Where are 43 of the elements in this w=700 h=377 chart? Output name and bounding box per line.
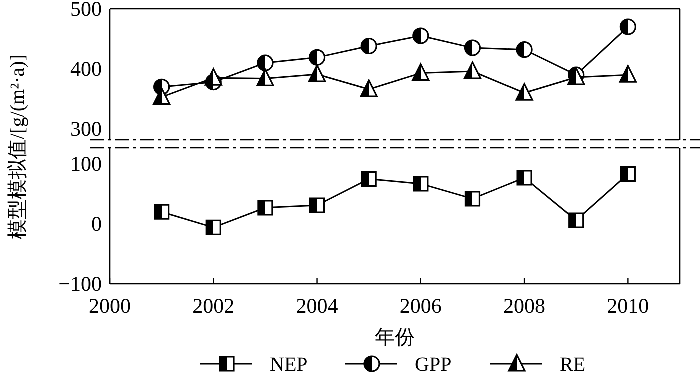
y-tick-label: 400 bbox=[70, 57, 102, 82]
point bbox=[412, 64, 430, 82]
y-axis-title: 模型模拟值/[g/(m²·a)] bbox=[7, 54, 29, 240]
x-tick-label: 2010 bbox=[607, 294, 650, 318]
y-tick-label: 500 bbox=[70, 0, 102, 21]
y-tick-label: 0 bbox=[92, 212, 102, 236]
point bbox=[360, 80, 378, 98]
legend-label: GPP bbox=[415, 354, 452, 376]
point bbox=[309, 198, 326, 214]
y-tick-label: 300 bbox=[70, 117, 102, 142]
point bbox=[204, 68, 222, 86]
x-tick-label: 2008 bbox=[504, 294, 546, 318]
x-tick-label: 2000 bbox=[89, 294, 131, 318]
legend-label: RE bbox=[560, 354, 586, 376]
point bbox=[258, 200, 274, 216]
point bbox=[464, 62, 482, 80]
point bbox=[206, 220, 222, 236]
x-tick-label: 2006 bbox=[400, 294, 442, 318]
point bbox=[620, 18, 636, 36]
point bbox=[154, 204, 170, 220]
point bbox=[620, 166, 636, 182]
y-tick-label: 100 bbox=[70, 152, 102, 176]
point bbox=[153, 88, 171, 106]
point bbox=[256, 68, 274, 87]
x-axis-title: 年份 bbox=[375, 327, 415, 349]
point bbox=[308, 64, 326, 82]
point bbox=[361, 171, 377, 187]
point bbox=[360, 38, 378, 55]
point bbox=[516, 170, 532, 186]
point bbox=[412, 28, 430, 44]
point bbox=[413, 176, 429, 192]
point bbox=[308, 49, 326, 66]
point bbox=[464, 191, 481, 207]
point bbox=[257, 54, 274, 72]
y-tick-label: −100 bbox=[58, 272, 102, 296]
point bbox=[568, 212, 584, 228]
legend-label: NEP bbox=[270, 354, 308, 376]
point bbox=[619, 65, 637, 83]
point bbox=[516, 83, 534, 101]
x-tick-label: 2002 bbox=[192, 294, 235, 318]
point bbox=[464, 40, 482, 56]
x-tick-label: 2004 bbox=[296, 294, 339, 318]
point bbox=[516, 42, 533, 58]
